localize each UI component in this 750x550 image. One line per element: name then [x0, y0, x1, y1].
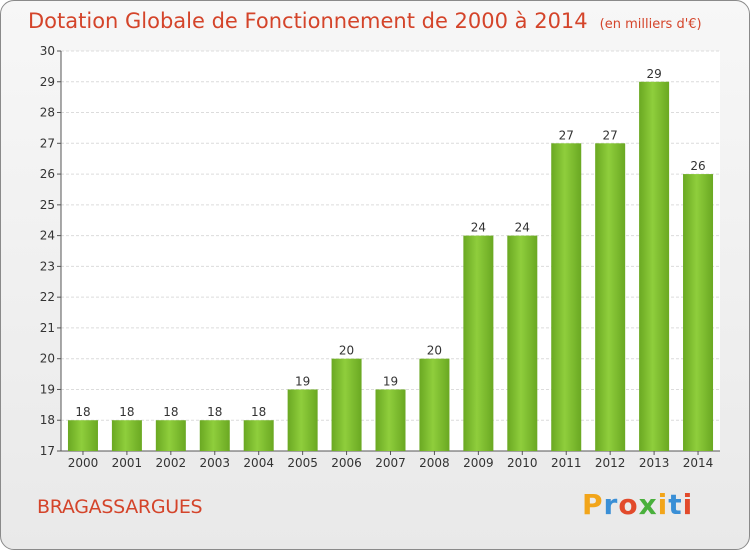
bar	[199, 420, 230, 451]
logo-letter: i	[657, 488, 669, 521]
y-tick-label: 29	[40, 75, 55, 89]
bar	[683, 174, 714, 452]
chart-unit: (en milliers d'€)	[599, 17, 702, 32]
bar-value-label: 18	[251, 405, 266, 419]
bar	[287, 389, 318, 451]
bar	[155, 420, 186, 451]
bar	[375, 389, 406, 451]
y-tick-label: 25	[40, 198, 55, 212]
bar-value-label: 20	[339, 344, 354, 358]
y-tick-label: 18	[40, 413, 55, 427]
x-tick-label: 2011	[551, 456, 582, 470]
logo-letter: x	[638, 488, 658, 521]
x-tick-label: 2013	[639, 456, 670, 470]
x-tick-label: 2012	[595, 456, 626, 470]
bar-value-label: 29	[646, 67, 661, 81]
bars	[67, 81, 714, 452]
bar-value-label: 24	[471, 221, 486, 235]
bar-value-label: 27	[559, 128, 574, 142]
logo-letter: t	[668, 488, 683, 521]
y-tick-label: 22	[40, 290, 55, 304]
bar-value-label: 18	[75, 405, 90, 419]
bar	[551, 143, 582, 452]
x-tick-label: 2003	[199, 456, 230, 470]
y-tick-label: 28	[40, 106, 55, 120]
bar	[111, 420, 142, 451]
y-tick-label: 17	[40, 444, 55, 458]
y-tick-label: 21	[40, 321, 55, 335]
x-tick-label: 2001	[112, 456, 143, 470]
y-tick-label: 30	[40, 44, 55, 58]
bar-value-label: 27	[603, 128, 618, 142]
y-tick-label: 23	[40, 259, 55, 273]
x-tick-label: 2000	[68, 456, 99, 470]
bar	[67, 420, 98, 451]
x-tick-label: 2006	[331, 456, 362, 470]
y-tick-label: 26	[40, 167, 55, 181]
bar	[331, 358, 362, 451]
labels: 17 18 19 20 21 22 23 24 25 26 27 28 29 30 18 2000 18 2001…	[40, 44, 714, 470]
bar-value-label: 26	[690, 159, 705, 173]
x-tick-label: 2004	[243, 456, 274, 470]
x-tick-label: 2014	[683, 456, 714, 470]
x-tick-label: 2005	[287, 456, 318, 470]
x-tick-label: 2008	[419, 456, 450, 470]
y-tick-label: 27	[40, 136, 55, 150]
bar	[639, 81, 670, 452]
bar	[595, 143, 626, 452]
proxiti-logo: Proxiti	[582, 488, 693, 521]
bar-value-label: 18	[163, 405, 178, 419]
y-tick-label: 19	[40, 382, 55, 396]
bar	[243, 420, 274, 451]
chart-title: Dotation Globale de Fonctionnement de 20…	[28, 9, 702, 33]
logo-letter: o	[618, 488, 639, 521]
y-tick-label: 24	[40, 229, 55, 243]
x-tick-label: 2009	[463, 456, 494, 470]
y-tick-label: 20	[40, 352, 55, 366]
bar	[507, 235, 538, 451]
chart-title-text: Dotation Globale de Fonctionnement de 20…	[28, 9, 588, 33]
bar	[419, 358, 450, 451]
logo-letter: r	[603, 488, 619, 521]
bar	[463, 235, 494, 451]
bar-value-label: 20	[427, 344, 442, 358]
x-tick-label: 2007	[375, 456, 406, 470]
logo-letter: P	[582, 488, 604, 521]
bar-value-label: 18	[119, 405, 134, 419]
bar-value-label: 24	[515, 221, 530, 235]
bar-value-label: 18	[207, 405, 222, 419]
bar-value-label: 19	[383, 374, 398, 388]
x-tick-label: 2010	[507, 456, 538, 470]
commune-name: BRAGASSARGUES	[37, 496, 203, 518]
logo-letter: i	[682, 488, 694, 521]
x-tick-label: 2002	[156, 456, 187, 470]
bar-value-label: 19	[295, 374, 310, 388]
